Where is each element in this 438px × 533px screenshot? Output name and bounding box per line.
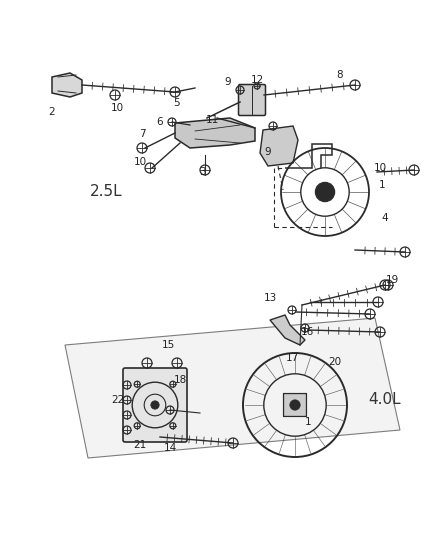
Text: 12: 12 [251, 75, 264, 85]
Text: 19: 19 [385, 275, 399, 285]
Circle shape [151, 401, 159, 409]
FancyBboxPatch shape [239, 85, 265, 116]
Polygon shape [52, 73, 82, 97]
FancyBboxPatch shape [123, 368, 187, 442]
Polygon shape [260, 126, 298, 166]
Text: 16: 16 [300, 327, 314, 337]
Text: 18: 18 [173, 375, 187, 385]
Text: 20: 20 [328, 357, 342, 367]
Text: 5: 5 [173, 98, 179, 108]
Text: 10: 10 [134, 157, 147, 167]
Text: 11: 11 [205, 115, 219, 125]
Text: 13: 13 [263, 293, 277, 303]
Text: 22: 22 [111, 395, 125, 405]
Text: 1: 1 [379, 180, 385, 190]
Text: 21: 21 [134, 440, 147, 450]
Text: 1: 1 [305, 417, 311, 427]
Circle shape [315, 182, 335, 201]
FancyBboxPatch shape [283, 393, 307, 416]
Text: 8: 8 [337, 70, 343, 80]
Text: 9: 9 [265, 147, 271, 157]
Polygon shape [270, 315, 305, 345]
Text: 6: 6 [157, 117, 163, 127]
Text: 17: 17 [286, 353, 299, 363]
Text: 10: 10 [110, 103, 124, 113]
Text: 4: 4 [381, 213, 389, 223]
Text: 4.0L: 4.0L [368, 392, 401, 408]
Text: 14: 14 [163, 443, 177, 453]
Text: 2: 2 [49, 107, 55, 117]
Text: 9: 9 [225, 77, 231, 87]
Polygon shape [65, 318, 400, 458]
Text: 15: 15 [161, 340, 175, 350]
Circle shape [290, 400, 300, 410]
Text: 7: 7 [139, 129, 145, 139]
Text: 3: 3 [199, 167, 205, 177]
Text: 2.5L: 2.5L [90, 184, 123, 199]
Text: 10: 10 [374, 163, 387, 173]
Polygon shape [175, 118, 255, 148]
